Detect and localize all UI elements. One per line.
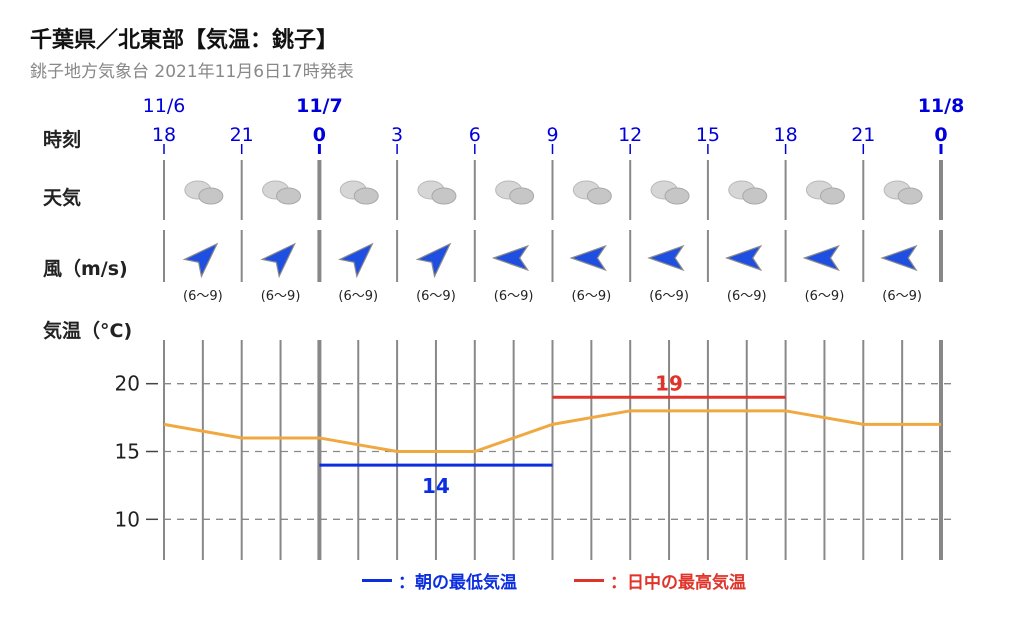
wind-range: (6〜9) (261, 289, 301, 304)
arrow-shape (260, 242, 296, 279)
wind-range: (6〜9) (494, 289, 534, 304)
hour-label: 21 (851, 124, 875, 146)
cloud-front (276, 187, 302, 205)
cloud-front (664, 187, 690, 205)
arrow-shape (802, 244, 840, 272)
wind-row-label: 風（m/s) (43, 258, 128, 280)
wind-arrow-icon (802, 244, 840, 272)
wind-range: (6〜9) (649, 289, 689, 304)
cloud-front (198, 187, 224, 205)
cloud-icon (495, 180, 535, 205)
cloud-front (819, 187, 845, 205)
wind-arrow-icon (337, 242, 374, 279)
wind-range: (6〜9) (338, 289, 378, 304)
wind-range: (6〜9) (572, 289, 612, 304)
cloud-front (586, 187, 612, 205)
cloud-front (353, 187, 379, 205)
arrow-shape (182, 242, 219, 279)
cloud-icon (184, 180, 224, 205)
wind-arrow-icon (724, 244, 763, 272)
legend-max: ：日中の最高気温 (574, 568, 746, 593)
arrow-shape (647, 244, 685, 272)
cloud-icon (339, 180, 379, 205)
hour-label: 3 (391, 124, 403, 146)
page-title: 千葉県／北東部【気温：銚子】 (30, 28, 339, 53)
wind-arrow-icon (182, 242, 219, 279)
arrow-shape (415, 242, 452, 279)
time-row-label: 時刻 (43, 129, 82, 151)
issue-info: 銚子地方気象台 2021年11月6日17時発表 (30, 62, 354, 82)
wind-arrow-icon (569, 244, 607, 272)
cloud-icon (650, 180, 690, 205)
hour-label: 18 (774, 124, 798, 146)
cloud-icon (883, 180, 923, 205)
wind-range: (6〜9) (727, 289, 767, 304)
arrow-shape (569, 244, 607, 272)
arrow-shape (880, 244, 918, 272)
arrow-shape (724, 244, 763, 272)
wind-arrow-icon (415, 242, 452, 279)
cloud-front (431, 187, 457, 205)
legend-min: ：朝の最低気温 (362, 568, 517, 593)
max-temp-label: 19 (655, 371, 683, 395)
hour-label: 12 (618, 124, 642, 146)
arrow-shape (337, 242, 374, 279)
cloud-front (897, 187, 923, 205)
wind-range: (6〜9) (183, 289, 223, 304)
y-tick-label: 20 (115, 372, 140, 396)
temp-row-label: 気温（°C) (43, 320, 133, 342)
cloud-front (742, 187, 768, 205)
hour-label: 15 (696, 124, 720, 146)
wind-arrow-icon (260, 242, 296, 279)
cloud-icon (805, 180, 845, 205)
date-label: 11/8 (918, 95, 965, 117)
hour-label: 9 (546, 124, 558, 146)
min-temp-label: 14 (422, 474, 450, 498)
legend-max-swatch (574, 579, 604, 582)
cloud-front (509, 187, 535, 205)
date-label: 11/7 (296, 95, 343, 117)
wind-range: (6〜9) (416, 289, 456, 304)
hour-label: 0 (313, 124, 326, 146)
legend-max-label: ：日中の最高気温 (610, 573, 746, 593)
cloud-icon (262, 180, 302, 205)
y-tick-label: 10 (115, 507, 140, 531)
arrow-shape (491, 244, 530, 272)
wind-range: (6〜9) (805, 289, 845, 304)
legend-min-label: ：朝の最低気温 (398, 573, 517, 593)
hour-label: 18 (152, 124, 176, 146)
hour-label: 0 (934, 124, 947, 146)
date-label: 11/6 (143, 95, 186, 117)
hour-label: 6 (469, 124, 481, 146)
cloud-icon (572, 180, 612, 205)
wind-arrow-icon (647, 244, 685, 272)
cloud-icon (728, 180, 768, 205)
wind-range: (6〜9) (882, 289, 922, 304)
wind-arrow-icon (880, 244, 918, 272)
hour-label: 21 (230, 124, 254, 146)
wind-arrow-icon (491, 244, 530, 272)
legend-min-swatch (362, 579, 392, 582)
cloud-icon (417, 180, 457, 205)
y-tick-label: 15 (115, 440, 140, 464)
weather-row-label: 天気 (43, 187, 82, 209)
